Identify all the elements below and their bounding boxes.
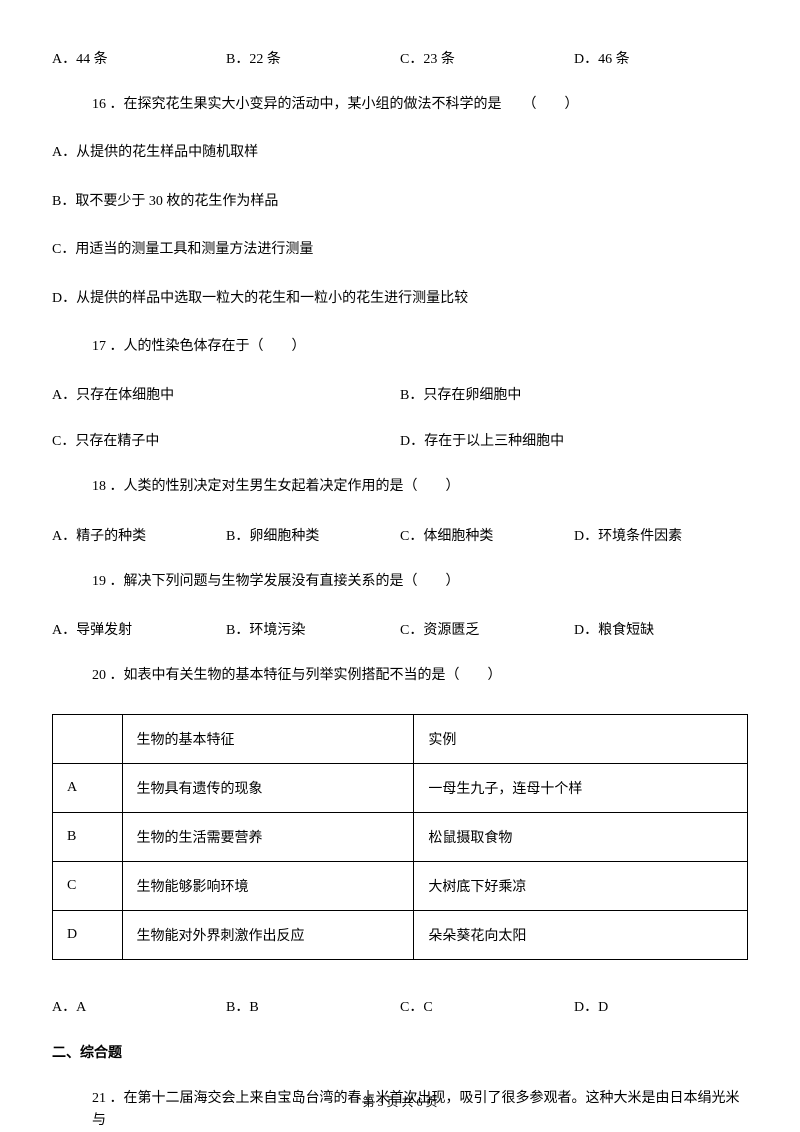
q17-stem: 17 ．人的性染色体存在于（ ）	[52, 336, 748, 358]
q20-option-d: D．D	[574, 996, 748, 1016]
table-cell: 生物具有遗传的现象	[122, 763, 414, 812]
page-footer: 第 3 页 共 6 页	[0, 1093, 800, 1110]
q18-option-a: A．精子的种类	[52, 525, 226, 545]
q16-option-b: B．取不要少于 30 枚的花生作为样品	[52, 191, 748, 213]
table-cell: 生物的基本特征	[122, 714, 414, 763]
q16-option-c: C．用适当的测量工具和测量方法进行测量	[52, 239, 748, 261]
q16-option-d: D．从提供的样品中选取一粒大的花生和一粒小的花生进行测量比较	[52, 288, 748, 310]
q15-option-d: D．46 条	[574, 48, 748, 68]
q16-option-a: A．从提供的花生样品中随机取样	[52, 142, 748, 164]
table-row: D 生物能对外界刺激作出反应 朵朵葵花向太阳	[53, 910, 748, 959]
q15-options: A．44 条 B．22 条 C．23 条 D．46 条	[52, 48, 748, 68]
table-row: 生物的基本特征 实例	[53, 714, 748, 763]
q17-option-b: B．只存在卵细胞中	[400, 384, 748, 404]
q18-stem: 18 ．人类的性别决定对生男生女起着决定作用的是（ ）	[52, 476, 748, 498]
q19-options: A．导弹发射 B．环境污染 C．资源匮乏 D．粮食短缺	[52, 619, 748, 639]
table-cell: 松鼠摄取食物	[414, 812, 748, 861]
table-cell: B	[53, 812, 123, 861]
table-cell: C	[53, 861, 123, 910]
q18-option-d: D．环境条件因素	[574, 525, 748, 545]
table-cell: 大树底下好乘凉	[414, 861, 748, 910]
q20-table: 生物的基本特征 实例 A 生物具有遗传的现象 一母生九子，连母十个样 B 生物的…	[52, 714, 748, 960]
q18-options: A．精子的种类 B．卵细胞种类 C．体细胞种类 D．环境条件因素	[52, 525, 748, 545]
q20-options: A．A B．B C．C D．D	[52, 996, 748, 1016]
q19-option-b: B．环境污染	[226, 619, 400, 639]
q17-row1: A．只存在体细胞中 B．只存在卵细胞中	[52, 384, 748, 404]
q20-option-b: B．B	[226, 996, 400, 1016]
table-cell: 生物能对外界刺激作出反应	[122, 910, 414, 959]
q19-stem: 19 ．解决下列问题与生物学发展没有直接关系的是（ ）	[52, 571, 748, 593]
table-cell: 实例	[414, 714, 748, 763]
q18-option-c: C．体细胞种类	[400, 525, 574, 545]
q19-option-a: A．导弹发射	[52, 619, 226, 639]
table-cell: D	[53, 910, 123, 959]
table-row: A 生物具有遗传的现象 一母生九子，连母十个样	[53, 763, 748, 812]
q20-option-c: C．C	[400, 996, 574, 1016]
q15-option-a: A．44 条	[52, 48, 226, 68]
q18-option-b: B．卵细胞种类	[226, 525, 400, 545]
table-cell: 朵朵葵花向太阳	[414, 910, 748, 959]
table-cell: 生物的生活需要营养	[122, 812, 414, 861]
q16-stem: 16 ．在探究花生果实大小变异的活动中，某小组的做法不科学的是 （ ）	[52, 94, 748, 116]
q15-option-b: B．22 条	[226, 48, 400, 68]
q17-option-a: A．只存在体细胞中	[52, 384, 400, 404]
q17-row2: C．只存在精子中 D．存在于以上三种细胞中	[52, 430, 748, 450]
table-row: B 生物的生活需要营养 松鼠摄取食物	[53, 812, 748, 861]
table-cell: 生物能够影响环境	[122, 861, 414, 910]
section-heading: 二、综合题	[52, 1042, 748, 1062]
q17-option-d: D．存在于以上三种细胞中	[400, 430, 748, 450]
table-cell	[53, 714, 123, 763]
q19-option-d: D．粮食短缺	[574, 619, 748, 639]
q17-option-c: C．只存在精子中	[52, 430, 400, 450]
table-cell: 一母生九子，连母十个样	[414, 763, 748, 812]
q19-option-c: C．资源匮乏	[400, 619, 574, 639]
table-cell: A	[53, 763, 123, 812]
q15-option-c: C．23 条	[400, 48, 574, 68]
q20-option-a: A．A	[52, 996, 226, 1016]
q20-stem: 20 ．如表中有关生物的基本特征与列举实例搭配不当的是（ ）	[52, 665, 748, 687]
table-row: C 生物能够影响环境 大树底下好乘凉	[53, 861, 748, 910]
